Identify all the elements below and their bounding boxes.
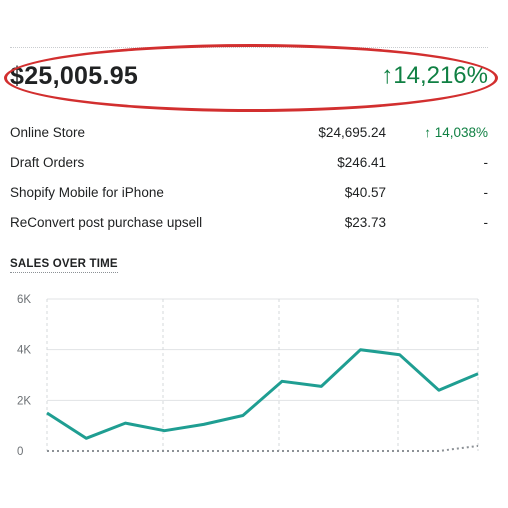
channel-amount: $23.73 (344, 215, 386, 230)
sales-by-channel-list: Online Store $24,695.24 ↑ 14,038% Draft … (10, 120, 488, 240)
channel-row: ReConvert post purchase upsell $23.73 - (10, 210, 488, 240)
sales-series-line (46, 348, 479, 440)
line-chart-svg: 6K 4K 2K 0 (17, 294, 479, 458)
channel-change: - (483, 215, 489, 230)
channel-name: Draft Orders (10, 155, 85, 170)
channel-amount: $246.41 (337, 155, 386, 170)
y-tick-label: 4K (17, 345, 31, 357)
channel-change: - (483, 185, 489, 200)
sales-over-time-title: SALES OVER TIME (10, 258, 118, 273)
channel-amount: $40.57 (344, 185, 386, 200)
channel-amount: $24,695.24 (318, 125, 386, 140)
channel-name: ReConvert post purchase upsell (10, 215, 203, 230)
channel-name: Online Store (10, 125, 86, 140)
highlight-annotation (4, 44, 498, 112)
channel-change: ↑ 14,038% (424, 125, 488, 140)
y-tick-label: 2K (17, 395, 31, 407)
y-tick-label: 0 (17, 446, 23, 458)
channel-row: Online Store $24,695.24 ↑ 14,038% (10, 120, 488, 150)
channel-row: Shopify Mobile for iPhone $40.57 - (10, 180, 488, 210)
channel-change: - (483, 155, 489, 170)
sales-over-time-chart: 6K 4K 2K 0 (0, 286, 508, 466)
channel-row: Draft Orders $246.41 - (10, 150, 488, 180)
channel-name: Shopify Mobile for iPhone (10, 185, 164, 200)
y-tick-label: 6K (17, 294, 31, 306)
comparison-series-line (47, 444, 479, 452)
